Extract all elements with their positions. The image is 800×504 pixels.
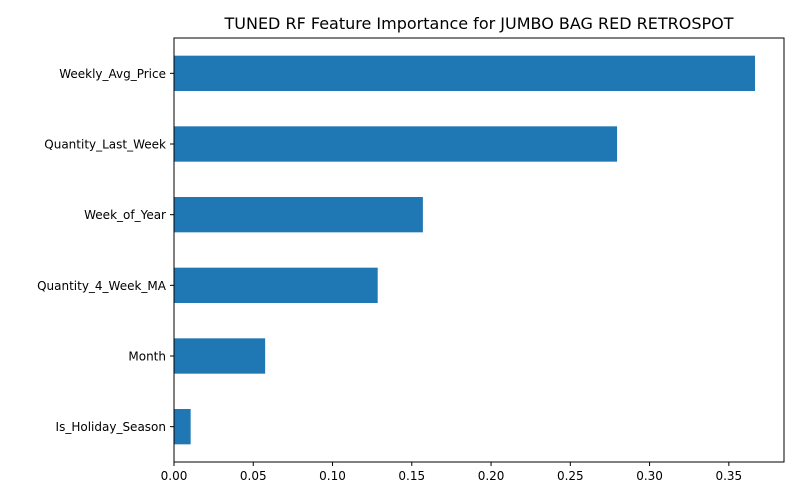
x-tick-label: 0.10 [319,469,346,483]
x-tick-label: 0.30 [636,469,663,483]
y-tick-label: Week_of_Year [84,208,166,222]
bar-quantity-last-week [174,126,618,162]
x-tick-label: 0.35 [715,469,742,483]
y-tick-label: Quantity_4_Week_MA [37,279,167,293]
x-tick-label: 0.05 [240,469,267,483]
bars-layer [174,55,755,445]
bar-month [174,338,266,374]
bar-week-of-year [174,197,423,233]
plot-frame [173,37,785,463]
x-tick-label: 0.20 [478,469,505,483]
y-tick-label: Is_Holiday_Season [56,420,166,434]
x-tick-label: 0.00 [161,469,188,483]
y-tick-label: Weekly_Avg_Price [59,67,166,81]
bar-quantity-4-week-ma [174,267,378,303]
chart-title: TUNED RF Feature Importance for JUMBO BA… [223,14,733,33]
bar-is-holiday-season [174,409,191,445]
x-tick-label: 0.15 [398,469,425,483]
x-tick-label: 0.25 [557,469,584,483]
x-axis: 0.00 0.05 0.10 0.15 0.20 0.25 0.30 0.35 [161,462,742,483]
plot-border [173,37,785,463]
y-axis: Is_Holiday_Season Month Quantity_4_Week_MA… [37,67,174,434]
y-tick-label: Quantity_Last_Week [44,138,166,152]
y-tick-label: Month [128,350,166,364]
bar-weekly-avg-price [174,55,755,91]
